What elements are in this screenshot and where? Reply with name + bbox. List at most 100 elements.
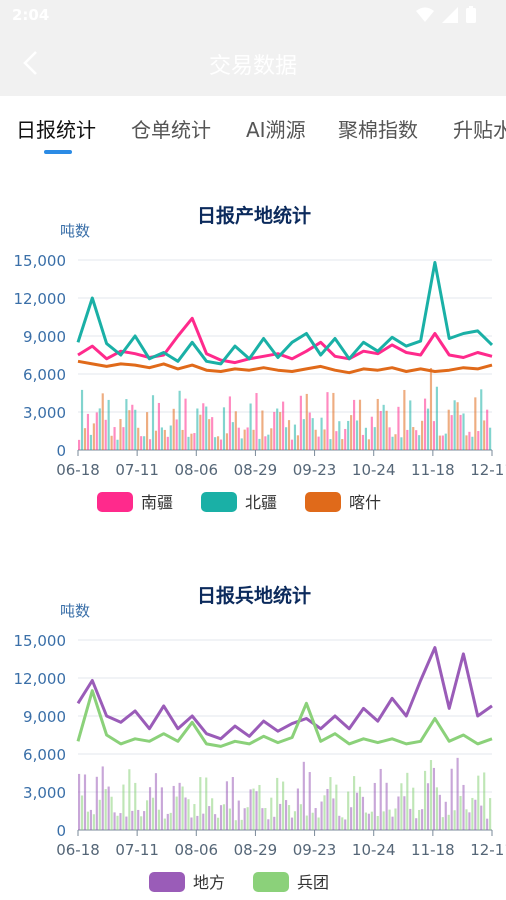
- volume-bar: [228, 808, 231, 830]
- volume-bar: [131, 404, 134, 450]
- volume-bar: [350, 415, 353, 450]
- volume-bar: [255, 393, 258, 450]
- volume-bar: [287, 805, 291, 830]
- volume-bar: [184, 797, 187, 830]
- volume-bar: [78, 439, 81, 450]
- volume-bar: [355, 792, 359, 830]
- volume-bar: [157, 809, 160, 830]
- legend-item[interactable]: 兵团: [253, 872, 329, 892]
- legend-swatch: [149, 872, 185, 892]
- volume-bar: [338, 421, 341, 450]
- volume-bar: [95, 412, 98, 450]
- volume-bar: [373, 782, 376, 830]
- legend-swatch: [253, 872, 289, 892]
- tab-warehouse-receipts[interactable]: 仓单统计: [131, 118, 211, 142]
- volume-bar: [208, 419, 211, 450]
- volume-bar: [444, 801, 447, 830]
- volume-bar: [299, 395, 302, 450]
- volume-bar: [131, 810, 134, 830]
- volume-bar: [347, 791, 350, 830]
- volume-bar: [432, 767, 436, 830]
- status-time: 2:04: [12, 6, 50, 24]
- volume-bar: [450, 415, 453, 450]
- volume-bar: [468, 812, 471, 830]
- y-tick-label: 6,000: [23, 746, 66, 764]
- volume-bar: [397, 796, 400, 830]
- back-chevron-icon[interactable]: [16, 48, 46, 78]
- volume-bar: [423, 398, 427, 450]
- volume-bar: [335, 431, 338, 450]
- volume-bar: [418, 809, 421, 830]
- volume-bar: [276, 777, 279, 830]
- volume-bar: [202, 813, 205, 830]
- volume-bar: [477, 775, 480, 830]
- volume-bar: [456, 402, 459, 450]
- x-tick-label: 11-18: [411, 461, 455, 479]
- volume-bar: [367, 439, 370, 450]
- battery-icon: [466, 6, 476, 23]
- volume-bar: [290, 439, 294, 450]
- active-tab-indicator: [44, 150, 72, 154]
- legend-label: 地方: [193, 873, 225, 892]
- legend-item[interactable]: 北疆: [201, 492, 277, 512]
- volume-bar: [83, 774, 87, 830]
- volume-bar: [116, 439, 119, 450]
- volume-bar: [379, 768, 382, 830]
- volume-bar: [273, 411, 276, 450]
- tab-daily-stats[interactable]: 日报统计: [16, 118, 96, 142]
- volume-bar: [101, 766, 104, 830]
- volume-bar: [426, 408, 430, 450]
- volume-bar: [134, 409, 137, 450]
- volume-bar: [128, 410, 131, 450]
- volume-bar: [426, 783, 430, 830]
- volume-bar: [178, 390, 181, 450]
- volume-bar: [116, 815, 119, 830]
- volume-bar: [367, 813, 370, 830]
- volume-bar: [320, 801, 323, 830]
- y-tick-label: 15,000: [14, 252, 67, 270]
- volume-bar: [143, 436, 146, 450]
- tab-ai-trace[interactable]: AI溯源: [246, 118, 306, 142]
- volume-bar: [137, 427, 140, 450]
- volume-bar: [258, 784, 261, 830]
- tab-basis[interactable]: 升贴水: [453, 118, 506, 142]
- legend-label: 喀什: [349, 493, 381, 512]
- volume-bar: [276, 408, 279, 450]
- volume-bar: [385, 782, 388, 830]
- volume-bar: [489, 427, 492, 450]
- volume-bar: [122, 784, 125, 830]
- y-tick-label: 0: [56, 822, 66, 840]
- volume-bar: [231, 422, 234, 450]
- volume-bar: [388, 427, 391, 450]
- volume-bar: [364, 812, 367, 830]
- volume-bar: [344, 428, 347, 450]
- volume-bar: [311, 812, 314, 830]
- volume-bar: [190, 817, 193, 830]
- volume-bar: [293, 424, 297, 450]
- volume-bar: [134, 782, 137, 830]
- volume-bar: [104, 419, 107, 450]
- tab-cotton-index[interactable]: 聚棉指数: [338, 118, 418, 142]
- series-line: [76, 261, 494, 366]
- volume-bar: [125, 816, 128, 830]
- volume-bar: [474, 799, 477, 830]
- legend-item[interactable]: 喀什: [305, 492, 381, 512]
- volume-bar: [154, 430, 158, 450]
- volume-bar: [391, 816, 394, 830]
- volume-bar: [95, 776, 98, 830]
- volume-bar: [211, 798, 214, 830]
- volume-bar: [293, 811, 297, 830]
- volume-bar: [302, 761, 305, 830]
- volume-bar: [107, 786, 110, 830]
- volume-bar: [234, 411, 237, 450]
- volume-bar: [89, 809, 92, 830]
- volume-bar: [353, 776, 356, 830]
- volume-bar: [267, 434, 270, 450]
- volume-bar: [412, 787, 415, 830]
- volume-bar: [137, 809, 140, 830]
- volume-bar: [355, 420, 359, 450]
- legend-item[interactable]: 南疆: [97, 492, 173, 512]
- volume-bar: [196, 408, 199, 450]
- volume-bar: [98, 408, 101, 450]
- legend-item[interactable]: 地方: [149, 872, 225, 892]
